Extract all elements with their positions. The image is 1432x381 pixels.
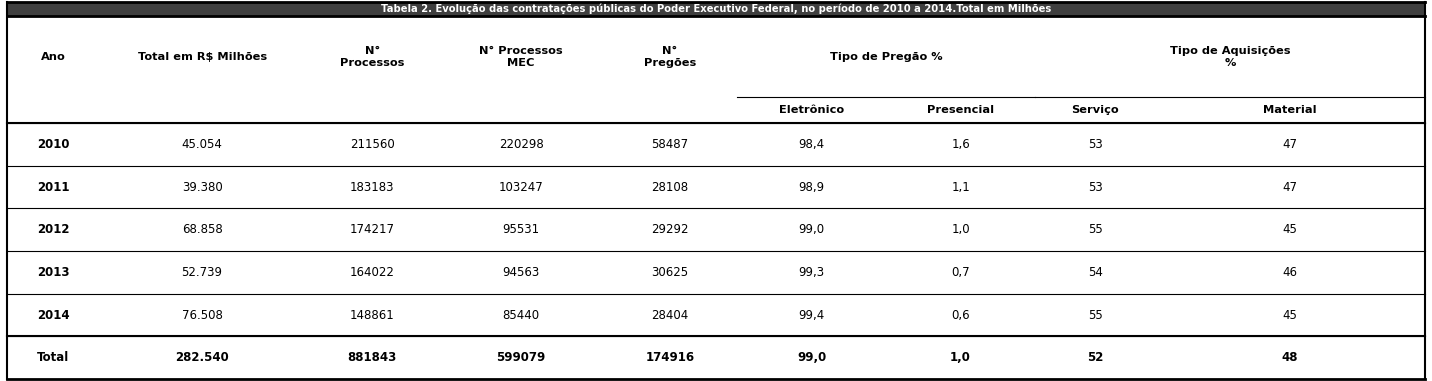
Text: 95531: 95531 [503, 223, 540, 236]
Text: 99,0: 99,0 [799, 223, 825, 236]
Text: 29292: 29292 [652, 223, 689, 236]
Text: Serviço: Serviço [1071, 105, 1118, 115]
Text: 76.508: 76.508 [182, 309, 222, 322]
Text: 1,0: 1,0 [949, 351, 971, 364]
Text: 30625: 30625 [652, 266, 689, 279]
Text: Ano: Ano [42, 52, 66, 62]
Text: N°
Pregões: N° Pregões [644, 46, 696, 67]
Text: 54: 54 [1088, 266, 1103, 279]
Text: N°
Processos: N° Processos [339, 46, 404, 67]
Text: 183183: 183183 [349, 181, 394, 194]
Text: 99,0: 99,0 [798, 351, 826, 364]
Text: 47: 47 [1283, 138, 1297, 151]
Text: Material: Material [1263, 105, 1317, 115]
Text: 99,3: 99,3 [799, 266, 825, 279]
Text: 103247: 103247 [498, 181, 544, 194]
Text: 1,0: 1,0 [951, 223, 969, 236]
Text: 45: 45 [1283, 309, 1297, 322]
Text: 45.054: 45.054 [182, 138, 222, 151]
Text: 99,4: 99,4 [799, 309, 825, 322]
Text: 2014: 2014 [37, 309, 70, 322]
Text: 39.380: 39.380 [182, 181, 222, 194]
Text: 2013: 2013 [37, 266, 70, 279]
Text: 2010: 2010 [37, 138, 70, 151]
Text: Tipo de Pregão %: Tipo de Pregão % [829, 52, 942, 62]
Text: 46: 46 [1283, 266, 1297, 279]
Text: 48: 48 [1282, 351, 1299, 364]
Text: 52.739: 52.739 [182, 266, 222, 279]
Text: 28108: 28108 [652, 181, 689, 194]
Text: 1,1: 1,1 [951, 181, 969, 194]
Text: 599079: 599079 [497, 351, 546, 364]
Text: 220298: 220298 [498, 138, 544, 151]
Text: 174916: 174916 [646, 351, 695, 364]
Text: 1,6: 1,6 [951, 138, 969, 151]
Text: 881843: 881843 [348, 351, 397, 364]
Text: 98,4: 98,4 [799, 138, 825, 151]
Text: 0,6: 0,6 [951, 309, 969, 322]
Text: 55: 55 [1088, 309, 1103, 322]
Text: 58487: 58487 [652, 138, 689, 151]
Text: 94563: 94563 [503, 266, 540, 279]
Text: 45: 45 [1283, 223, 1297, 236]
Text: 85440: 85440 [503, 309, 540, 322]
Text: 55: 55 [1088, 223, 1103, 236]
Text: Tabela 2. Evolução das contratações públicas do Poder Executivo Federal, no perí: Tabela 2. Evolução das contratações públ… [381, 4, 1051, 14]
Text: 47: 47 [1283, 181, 1297, 194]
Text: 282.540: 282.540 [175, 351, 229, 364]
Text: 174217: 174217 [349, 223, 395, 236]
Text: 68.858: 68.858 [182, 223, 222, 236]
Text: 53: 53 [1088, 181, 1103, 194]
Text: 98,9: 98,9 [799, 181, 825, 194]
Text: Presencial: Presencial [927, 105, 994, 115]
Text: 52: 52 [1087, 351, 1104, 364]
Text: 28404: 28404 [652, 309, 689, 322]
Text: Total: Total [37, 351, 69, 364]
Bar [7, 2, 1425, 16]
Text: N° Processos
MEC: N° Processos MEC [480, 46, 563, 67]
Text: Total em R$ Milhões: Total em R$ Milhões [137, 52, 266, 62]
Text: 0,7: 0,7 [951, 266, 969, 279]
Text: 2012: 2012 [37, 223, 70, 236]
Text: 148861: 148861 [349, 309, 395, 322]
Text: Eletrônico: Eletrônico [779, 105, 845, 115]
Text: 2011: 2011 [37, 181, 70, 194]
Text: 211560: 211560 [349, 138, 395, 151]
Text: 164022: 164022 [349, 266, 395, 279]
Text: 53: 53 [1088, 138, 1103, 151]
Text: Tipo de Aquisições
%: Tipo de Aquisições % [1170, 46, 1290, 67]
